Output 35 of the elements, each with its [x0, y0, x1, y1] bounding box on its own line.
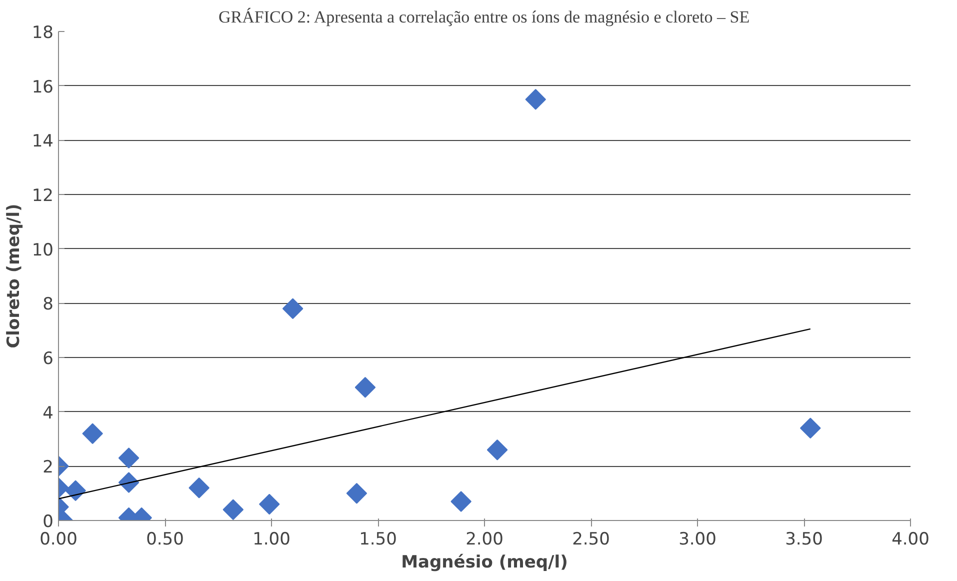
x-tick-label: 3.00 — [678, 530, 716, 550]
y-tick-label: 4 — [42, 403, 54, 424]
x-tick-label: 0.50 — [146, 530, 184, 550]
point — [82, 423, 103, 444]
point — [450, 491, 472, 512]
point — [222, 499, 244, 520]
y-tick-label: 14 — [32, 132, 54, 152]
point — [188, 478, 210, 498]
y-tick-label: 18 — [32, 23, 54, 43]
point — [525, 89, 546, 110]
point — [258, 494, 280, 515]
y-tick-label: 10 — [32, 240, 54, 260]
y-tick-label: 8 — [42, 294, 54, 315]
point — [486, 439, 508, 460]
point — [346, 482, 368, 504]
x-tick-label: 4.00 — [892, 530, 930, 550]
chart-title: GRÁFICO 2: Apresenta a correlação entre os íons de magnésio e cloreto – SE — [218, 8, 750, 26]
y-tick-label: 12 — [32, 186, 54, 206]
y-axis-title: Cloreto (meq/l) — [4, 204, 24, 348]
point — [354, 376, 376, 398]
x-tick-label: 2.00 — [466, 530, 504, 550]
y-tick-label: 16 — [32, 77, 54, 98]
x-tick-label: 3.50 — [785, 530, 823, 550]
point — [118, 448, 140, 468]
x-tick-label: 0.00 — [40, 530, 78, 550]
x-tick-label: 2.50 — [572, 530, 610, 550]
point — [800, 418, 821, 439]
point — [282, 298, 304, 319]
x-axis-title: Magnésio (meq/l) — [401, 552, 568, 572]
y-tick-label: 6 — [42, 349, 54, 369]
y-tick-label: 0 — [42, 512, 54, 532]
x-tick-label: 1.00 — [252, 530, 290, 550]
x-tick-label: 1.50 — [359, 530, 397, 550]
point — [65, 480, 86, 502]
y-tick-label: 2 — [42, 458, 54, 478]
